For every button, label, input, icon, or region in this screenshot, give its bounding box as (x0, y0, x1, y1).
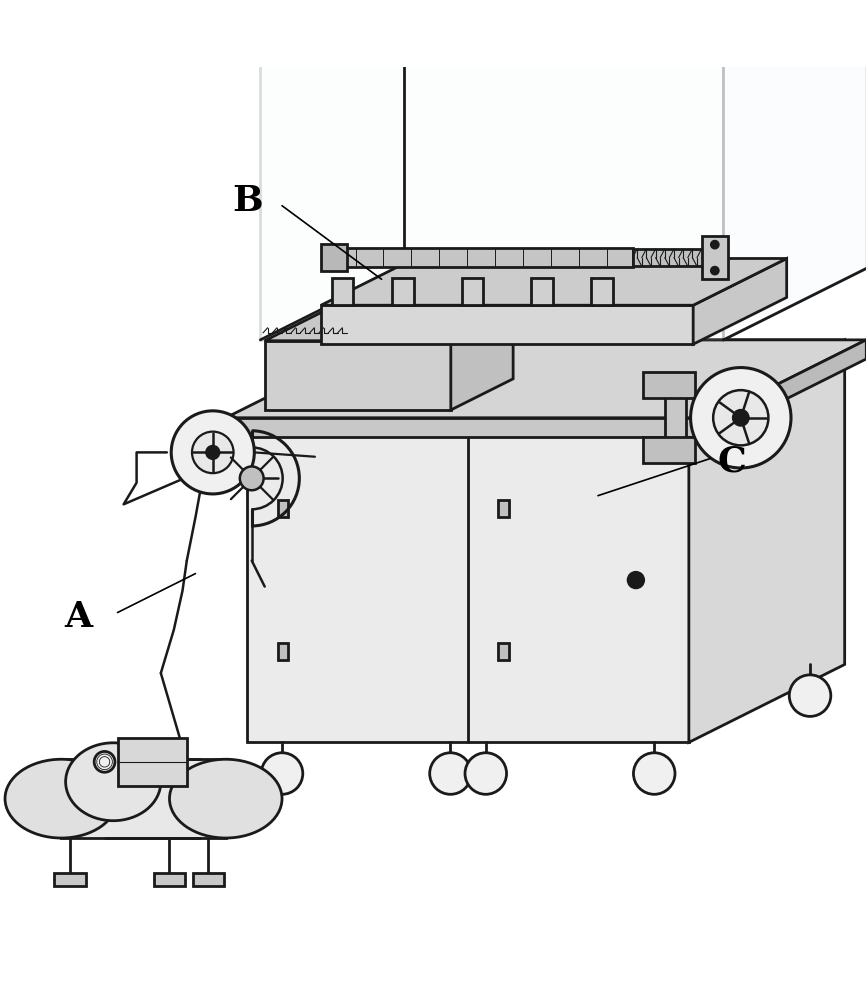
Bar (118, 738, 186, 786)
Polygon shape (461, 278, 483, 305)
Polygon shape (633, 249, 706, 266)
Polygon shape (393, 278, 414, 305)
Text: B: B (232, 184, 263, 218)
Polygon shape (247, 340, 844, 418)
Polygon shape (451, 310, 513, 410)
Circle shape (711, 267, 718, 274)
Circle shape (711, 241, 718, 248)
Circle shape (789, 675, 831, 716)
Polygon shape (321, 258, 786, 305)
Polygon shape (694, 258, 786, 344)
Ellipse shape (5, 759, 118, 838)
Polygon shape (591, 278, 613, 305)
Ellipse shape (169, 759, 282, 838)
Circle shape (206, 446, 219, 459)
Circle shape (691, 368, 791, 468)
Circle shape (634, 753, 675, 794)
Circle shape (95, 751, 115, 772)
Polygon shape (332, 278, 354, 305)
Polygon shape (702, 236, 727, 279)
Bar (277, 643, 288, 660)
Polygon shape (643, 437, 695, 463)
Circle shape (430, 753, 472, 794)
Polygon shape (329, 248, 633, 267)
Polygon shape (264, 341, 451, 410)
Circle shape (171, 411, 254, 494)
Circle shape (465, 753, 506, 794)
Bar (499, 643, 509, 660)
Polygon shape (643, 372, 695, 398)
Polygon shape (260, 0, 867, 59)
Bar (277, 500, 288, 517)
Polygon shape (264, 310, 513, 341)
Circle shape (192, 432, 233, 473)
Ellipse shape (66, 743, 161, 821)
Circle shape (628, 572, 643, 588)
Circle shape (714, 390, 768, 445)
Polygon shape (710, 340, 866, 437)
Polygon shape (225, 418, 710, 437)
Bar (192, 873, 224, 886)
Bar (55, 873, 86, 886)
Bar (62, 759, 225, 838)
Bar (154, 873, 185, 886)
Polygon shape (665, 383, 687, 453)
Polygon shape (689, 340, 844, 742)
Circle shape (261, 753, 303, 794)
Polygon shape (247, 418, 689, 742)
Bar (499, 500, 509, 517)
Polygon shape (531, 278, 552, 305)
Polygon shape (260, 59, 723, 340)
Circle shape (733, 410, 748, 425)
Polygon shape (723, 0, 867, 340)
Polygon shape (321, 244, 347, 271)
Polygon shape (321, 305, 694, 344)
Circle shape (240, 466, 264, 490)
Text: A: A (64, 600, 93, 634)
Text: C: C (718, 444, 746, 478)
Polygon shape (225, 340, 866, 418)
